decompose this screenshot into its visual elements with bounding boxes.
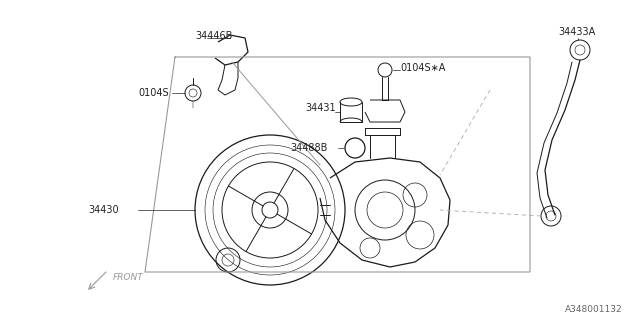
Text: 0104S: 0104S [138, 88, 168, 98]
Text: 34430: 34430 [88, 205, 118, 215]
Text: A348001132: A348001132 [565, 306, 623, 315]
Text: 0104S∗A: 0104S∗A [400, 63, 445, 73]
Text: 34446B: 34446B [195, 31, 232, 41]
Text: 34488B: 34488B [290, 143, 328, 153]
Text: FRONT: FRONT [113, 274, 144, 283]
Text: 34433A: 34433A [558, 27, 595, 37]
Circle shape [262, 202, 278, 218]
Text: 34431: 34431 [305, 103, 335, 113]
